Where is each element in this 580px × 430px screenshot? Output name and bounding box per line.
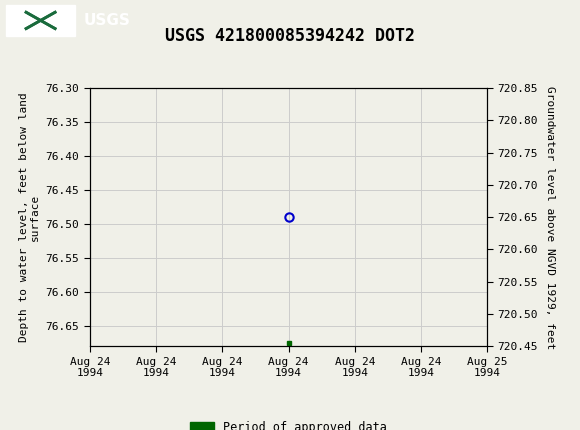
Y-axis label: Groundwater level above NGVD 1929, feet: Groundwater level above NGVD 1929, feet — [545, 86, 555, 349]
Text: USGS 421800085394242 DOT2: USGS 421800085394242 DOT2 — [165, 27, 415, 45]
Legend: Period of approved data: Period of approved data — [186, 416, 392, 430]
Text: USGS: USGS — [84, 13, 131, 28]
FancyBboxPatch shape — [6, 5, 75, 36]
Y-axis label: Depth to water level, feet below land
surface: Depth to water level, feet below land su… — [19, 92, 40, 342]
